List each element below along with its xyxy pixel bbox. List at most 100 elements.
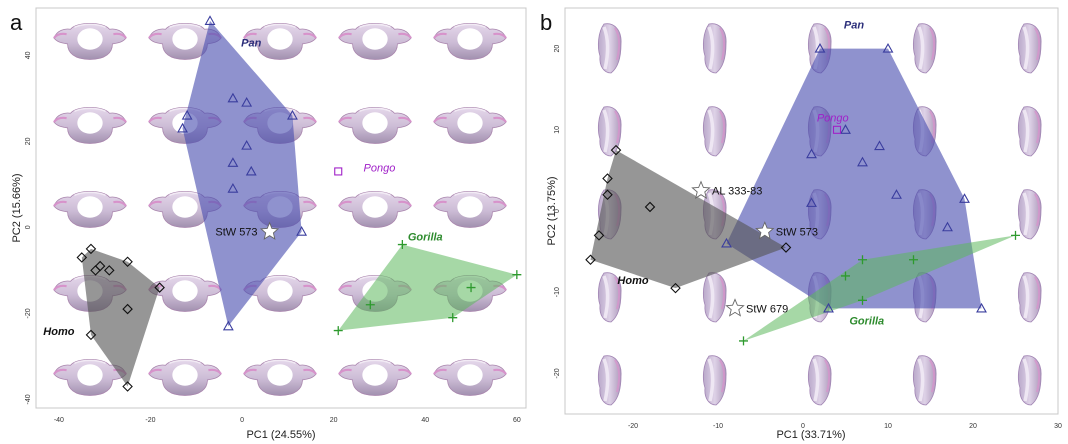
point-pan-b <box>814 42 826 53</box>
point-homo-b <box>780 242 792 253</box>
point-gorilla-b <box>858 295 867 305</box>
hull-gorilla-b <box>743 235 1016 341</box>
point-homo-a <box>76 252 88 263</box>
point-pan-a <box>227 92 239 103</box>
point-pan-b <box>840 124 851 134</box>
point-gorilla-b <box>1011 230 1020 240</box>
point-pan-b <box>976 302 987 313</box>
x-tick-label-a: -20 <box>145 417 155 424</box>
y-tick-label-b: 10 <box>554 126 561 134</box>
point-homo-a <box>85 329 97 341</box>
point-pan-a <box>296 226 308 236</box>
y-tick-label-b: 20 <box>554 45 561 53</box>
point-pan-a <box>287 109 298 120</box>
y-tick-label-a: -20 <box>25 308 32 318</box>
point-pan-b <box>959 193 970 203</box>
point-pan-b <box>891 189 902 199</box>
x-tick-label-b: 0 <box>801 423 805 430</box>
point-gorilla-b <box>841 271 850 281</box>
species-label-homo-a: Homo <box>43 326 74 338</box>
fossil-label-b: AL 333-83 <box>712 186 762 198</box>
point-homo-b <box>602 189 613 201</box>
point-pan-b <box>823 302 834 313</box>
hull-pan-a <box>182 20 302 327</box>
point-homo-b <box>610 144 622 156</box>
point-homo-a <box>122 381 133 392</box>
point-homo-b <box>644 201 656 213</box>
species-label-gorilla-a: Gorilla <box>408 231 443 243</box>
x-axis-title-a: PC1 (24.55%) <box>246 429 315 441</box>
panel-letter-a: a <box>10 10 23 35</box>
fossil-star-b <box>755 221 775 240</box>
point-homo-b <box>602 173 613 184</box>
point-homo-a <box>122 256 133 268</box>
hull-homo-b <box>590 150 786 289</box>
hull-gorilla-a <box>338 244 517 331</box>
point-pan-a <box>245 165 257 176</box>
y-axis-title-a: PC2 (15.66%) <box>11 173 23 242</box>
y-tick-label-a: 20 <box>25 137 32 145</box>
x-axis-title-b: PC1 (33.71%) <box>776 429 845 441</box>
y-tick-label-b: -10 <box>554 287 561 297</box>
point-homo-b <box>670 282 681 294</box>
point-pan-b <box>806 148 817 159</box>
y-axis-title-b: PC2 (13.75%) <box>546 176 558 245</box>
species-label-gorilla-b: Gorilla <box>849 316 884 328</box>
fossil-label-b: StW 573 <box>776 226 818 238</box>
point-pan-a <box>204 15 216 25</box>
point-homo-a <box>85 243 97 255</box>
species-label-pongo-a: Pongo <box>364 162 396 174</box>
point-pan-a <box>222 320 234 331</box>
point-gorilla-b <box>739 336 748 346</box>
point-gorilla-a <box>448 313 458 323</box>
point-homo-a <box>94 260 106 272</box>
x-tick-label-a: 0 <box>240 417 244 424</box>
fossil-star-b <box>691 180 711 199</box>
point-pan-b <box>942 221 953 232</box>
point-gorilla-b <box>858 255 867 265</box>
y-tick-label-a: -40 <box>25 394 32 404</box>
y-tick-label-a: 40 <box>25 51 32 59</box>
point-pan-b <box>721 237 732 248</box>
point-pongo-a <box>334 167 343 176</box>
species-label-homo-b: Homo <box>617 275 648 287</box>
x-tick-label-b: 20 <box>969 423 977 430</box>
point-pan-b <box>874 140 885 151</box>
point-pan-a <box>227 183 239 193</box>
point-pan-a <box>181 109 193 120</box>
chart-layer-a: Pan Pongo Gorilla Homo StW 573 -40 -20 0 20 40 60 -… <box>25 15 522 424</box>
point-gorilla-b <box>909 255 918 265</box>
x-tick-label-a: 60 <box>513 417 521 424</box>
y-tick-label-b: 0 <box>554 209 561 213</box>
fossil-star-a <box>259 221 280 240</box>
point-gorilla-a <box>365 300 375 310</box>
point-pan-a <box>241 97 253 107</box>
x-tick-label-b: 30 <box>1054 423 1062 430</box>
species-label-pongo-b: Pongo <box>817 113 849 125</box>
y-tick-label-a: 0 <box>25 225 32 229</box>
fossil-star-b <box>725 298 745 317</box>
fossil-label-a: StW 573 <box>215 227 257 239</box>
point-homo-b <box>585 254 596 265</box>
x-tick-label-a: -40 <box>54 417 64 424</box>
point-pan-b <box>857 156 868 167</box>
x-tick-label-a: 40 <box>421 417 429 424</box>
point-pan-b <box>882 42 894 53</box>
x-tick-label-b: -20 <box>628 423 638 430</box>
species-label-pan-b: Pan <box>844 19 864 31</box>
point-gorilla-a <box>397 240 407 250</box>
point-pongo-b <box>832 125 842 134</box>
point-pan-a <box>227 157 239 167</box>
point-homo-a <box>154 282 165 293</box>
point-gorilla-a <box>466 283 476 293</box>
point-homo-a <box>103 265 115 276</box>
hull-pan-b <box>726 48 982 309</box>
x-tick-label-b: -10 <box>713 423 723 430</box>
panel-letter-b: b <box>540 10 552 35</box>
point-pan-b <box>806 197 817 207</box>
point-gorilla-a <box>333 326 343 336</box>
x-tick-label-a: 20 <box>330 417 338 424</box>
point-homo-b <box>593 230 605 241</box>
point-pan-a <box>241 140 253 150</box>
